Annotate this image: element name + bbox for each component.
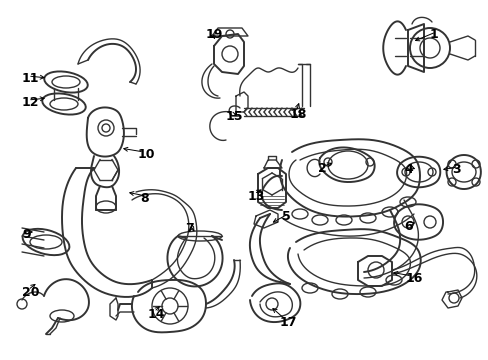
Text: 10: 10 <box>138 148 155 161</box>
Text: 14: 14 <box>148 308 165 321</box>
Text: 7: 7 <box>184 222 193 235</box>
Text: 20: 20 <box>22 286 40 299</box>
Text: 19: 19 <box>205 28 223 41</box>
Text: 13: 13 <box>247 190 265 203</box>
Text: 16: 16 <box>405 272 423 285</box>
Text: 11: 11 <box>22 72 40 85</box>
Text: 6: 6 <box>403 220 412 233</box>
Text: 17: 17 <box>280 316 297 329</box>
Text: 2: 2 <box>317 162 326 175</box>
Text: 8: 8 <box>140 192 148 205</box>
Text: 1: 1 <box>429 28 438 41</box>
Text: 18: 18 <box>289 108 307 121</box>
Text: 4: 4 <box>403 163 412 176</box>
Text: 5: 5 <box>282 210 290 223</box>
Text: 12: 12 <box>22 96 40 109</box>
Text: 15: 15 <box>225 110 243 123</box>
Text: 3: 3 <box>451 163 460 176</box>
Text: 9: 9 <box>22 228 31 241</box>
